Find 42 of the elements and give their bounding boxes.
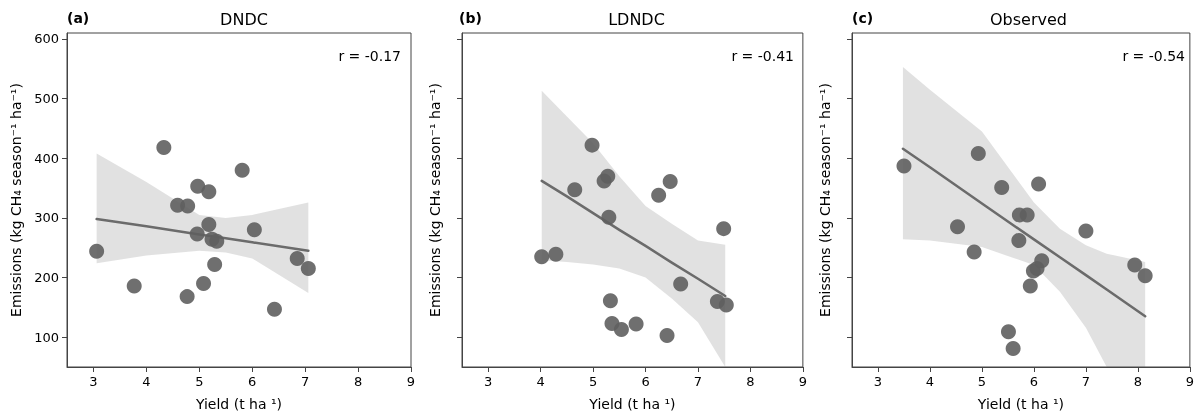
chart-title: DNDC: [220, 9, 268, 29]
x-tick-label: 5: [588, 374, 598, 389]
x-tick-label: 8: [1133, 374, 1143, 389]
x-axis-title: Yield (t ha ¹): [976, 396, 1065, 412]
text: (b): [459, 10, 482, 26]
y-tick-label: 200: [34, 270, 59, 286]
x-tick-label: 3: [484, 374, 493, 389]
y-axis-title: Emissions (kg CH₄ season⁻¹ ha⁻¹): [427, 83, 443, 317]
x-tick-label: 5: [195, 374, 204, 389]
chart-title: LDNDC: [608, 9, 665, 29]
y-tick-label: 100: [34, 329, 59, 345]
x-tick-label: 4: [536, 374, 545, 389]
annotation: r = -0.17: [338, 48, 402, 64]
x-axis-title: Yield (t ha ¹): [194, 396, 283, 412]
x-axis-title: Yield (t ha ¹): [588, 396, 676, 412]
chart-title: Observed: [990, 9, 1067, 29]
x-tick-label: 7: [1081, 374, 1091, 389]
x-tick-label: 6: [1029, 374, 1039, 389]
y-axis-title: Emissions (kg CH₄ season⁻¹ ha⁻¹): [817, 83, 833, 317]
x-tick-label: 7: [693, 374, 703, 389]
y-tick-label: 600: [34, 31, 59, 47]
x-tick-label: 7: [301, 374, 310, 389]
x-tick-label: 6: [641, 374, 650, 389]
y-tick-label: 400: [34, 150, 59, 166]
x-tick-label: 3: [89, 374, 98, 389]
x-tick-label: 6: [248, 374, 257, 389]
x-tick-label: 9: [1185, 374, 1195, 389]
x-tick-label: 4: [142, 374, 151, 389]
x-tick-label: 9: [406, 374, 416, 389]
x-tick-label: 9: [798, 374, 808, 389]
text: (c): [852, 10, 874, 26]
text: (a): [67, 10, 90, 26]
x-tick-label: 8: [353, 374, 363, 389]
annotation: r = -0.41: [731, 48, 795, 64]
x-tick-label: 8: [746, 374, 755, 389]
y-axis-title: Emissions (kg CH₄ season⁻¹ ha⁻¹): [8, 83, 25, 317]
y-tick-label: 500: [34, 91, 59, 107]
x-tick-label: 4: [925, 374, 935, 389]
x-tick-label: 5: [977, 374, 987, 389]
annotation: r = -0.54: [1122, 48, 1186, 64]
x-tick-label: 3: [873, 374, 883, 389]
y-tick-label: 300: [34, 210, 59, 226]
